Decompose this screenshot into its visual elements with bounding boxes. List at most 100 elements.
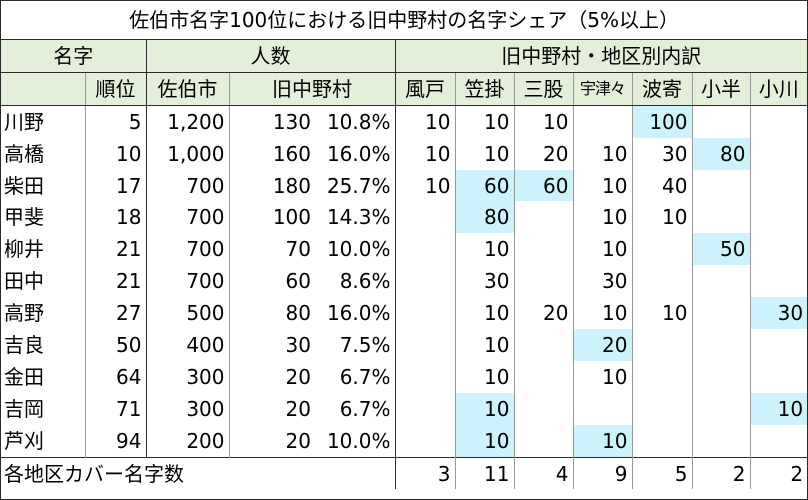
table-row: 芦刈 94 200 20 10.0% 10 10 [1, 424, 808, 458]
cell-ogawa [749, 233, 808, 266]
cell-share: 8.6% [339, 269, 391, 294]
cell-utsutsu: 10 [572, 297, 632, 330]
cell-hayori: 10 [631, 297, 692, 330]
cell-rank: 21 [84, 233, 146, 266]
cell-kasakake: 80 [454, 201, 514, 234]
cell-hayori [631, 329, 692, 361]
cell-nakano: 70 [228, 233, 315, 266]
cell-utsutsu: 10 [572, 169, 632, 202]
cell-kohan: 80 [691, 137, 750, 170]
cell-rank: 94 [84, 424, 146, 458]
cell-saiki: 300 [145, 392, 229, 425]
cell-rank: 50 [84, 329, 146, 361]
cell-kazato [394, 297, 455, 330]
table-row: 高橋 10 1,000 160 16.0% 10 10 20 10 30 80 [1, 137, 808, 170]
cell-share: 6.7% [339, 396, 391, 421]
column-header-row: 順位 佐伯市 旧中野村 風戸 笠掛 三股 宇津々 波寄 小半 小川 [1, 72, 808, 106]
cell-kasakake: 10 [454, 360, 514, 393]
cell-mimata [513, 329, 573, 361]
header-kazato: 風戸 [394, 72, 455, 106]
cell-share: 25.7% [326, 173, 391, 198]
cell-nakano: 130 [228, 105, 315, 138]
cell-saiki: 700 [145, 265, 229, 298]
cell-kohan [691, 392, 750, 425]
cell-hayori: 30 [631, 137, 692, 170]
cell-kazato [394, 233, 455, 266]
cell-hayori: 100 [631, 105, 692, 138]
footer-count-ogawa: 2 [749, 456, 808, 490]
cell-share: 16.0% [326, 301, 391, 326]
table-row: 甲斐 18 700 100 14.3% 80 10 10 [1, 201, 808, 234]
cell-kohan [691, 169, 750, 202]
cell-ogawa [749, 329, 808, 361]
table-title: 佐伯市名字100位における旧中野村の名字シェア（5%以上） [1, 1, 808, 40]
header-nakano: 旧中野村 [228, 72, 395, 106]
cell-mimata [513, 392, 573, 425]
cell-kohan [691, 105, 750, 138]
table-row: 川野 5 1,200 130 10.8% 10 10 10 100 [1, 105, 808, 138]
cell-utsutsu: 10 [572, 233, 632, 266]
cell-surname: 芦刈 [4, 428, 44, 453]
cell-mimata [513, 424, 573, 458]
cell-ogawa [749, 360, 808, 393]
cell-rank: 17 [84, 169, 146, 202]
table-row: 高野 27 500 80 16.0% 10 20 10 10 30 [1, 297, 808, 330]
cell-rank: 18 [84, 201, 146, 234]
cell-kasakake: 10 [454, 392, 514, 425]
cell-kohan [691, 360, 750, 393]
cell-share: 10.0% [326, 428, 391, 453]
cell-surname: 吉良 [4, 332, 44, 357]
cell-nakano: 60 [228, 265, 315, 298]
cell-surname: 柳井 [4, 237, 44, 262]
cell-kohan [691, 297, 750, 330]
title-row: 佐伯市名字100位における旧中野村の名字シェア（5%以上） [1, 1, 808, 40]
cell-rank: 71 [84, 392, 146, 425]
cell-kohan [691, 329, 750, 361]
cell-ogawa [749, 105, 808, 138]
header-kasakake: 笠掛 [454, 72, 514, 106]
cell-ogawa [749, 201, 808, 234]
footer-row: 各地区カバー名字数 3 11 4 9 5 2 2 [1, 456, 808, 490]
cell-share: 6.7% [339, 364, 391, 389]
header-blank [1, 72, 85, 106]
table-row: 柴田 17 700 180 25.7% 10 60 60 10 40 [1, 169, 808, 202]
table-row: 吉岡 71 300 20 6.7% 10 10 [1, 392, 808, 425]
cell-kasakake: 10 [454, 137, 514, 170]
cell-mimata [513, 360, 573, 393]
footer-count-hayori: 5 [631, 456, 692, 490]
cell-kazato: 10 [394, 137, 455, 170]
cell-kazato [394, 392, 455, 425]
cell-saiki: 400 [145, 329, 229, 361]
cell-mimata: 60 [513, 169, 573, 202]
cell-kohan [691, 265, 750, 298]
header-ogawa: 小川 [749, 72, 808, 106]
footer-count-utsutsu: 9 [572, 456, 632, 490]
table-row: 金田 64 300 20 6.7% 10 10 [1, 360, 808, 393]
cell-nakano: 160 [228, 137, 315, 170]
table-row: 柳井 21 700 70 10.0% 10 10 50 [1, 233, 808, 266]
footer-label: 各地区カバー名字数 [1, 456, 395, 490]
cell-saiki: 300 [145, 360, 229, 393]
cell-kazato: 10 [394, 169, 455, 202]
cell-kazato [394, 265, 455, 298]
cell-hayori: 40 [631, 169, 692, 202]
header-saiki: 佐伯市 [145, 72, 229, 106]
cell-hayori [631, 265, 692, 298]
cell-hayori: 10 [631, 201, 692, 234]
cell-saiki: 700 [145, 169, 229, 202]
cell-share: 10.0% [326, 237, 391, 262]
cell-surname: 吉岡 [4, 396, 44, 421]
cell-kazato [394, 360, 455, 393]
cell-share: 7.5% [339, 332, 391, 357]
table-row: 吉良 50 400 30 7.5% 10 20 [1, 329, 808, 361]
cell-rank: 5 [84, 105, 146, 138]
cell-surname: 甲斐 [4, 205, 44, 230]
footer-count-mimata: 4 [513, 456, 573, 490]
cell-ogawa [749, 265, 808, 298]
table-row: 田中 21 700 60 8.6% 30 30 [1, 265, 808, 298]
cell-kasakake: 10 [454, 105, 514, 138]
cell-utsutsu: 30 [572, 265, 632, 298]
cell-nakano: 20 [228, 424, 315, 458]
cell-nakano: 80 [228, 297, 315, 330]
header-hayori: 波寄 [631, 72, 692, 106]
